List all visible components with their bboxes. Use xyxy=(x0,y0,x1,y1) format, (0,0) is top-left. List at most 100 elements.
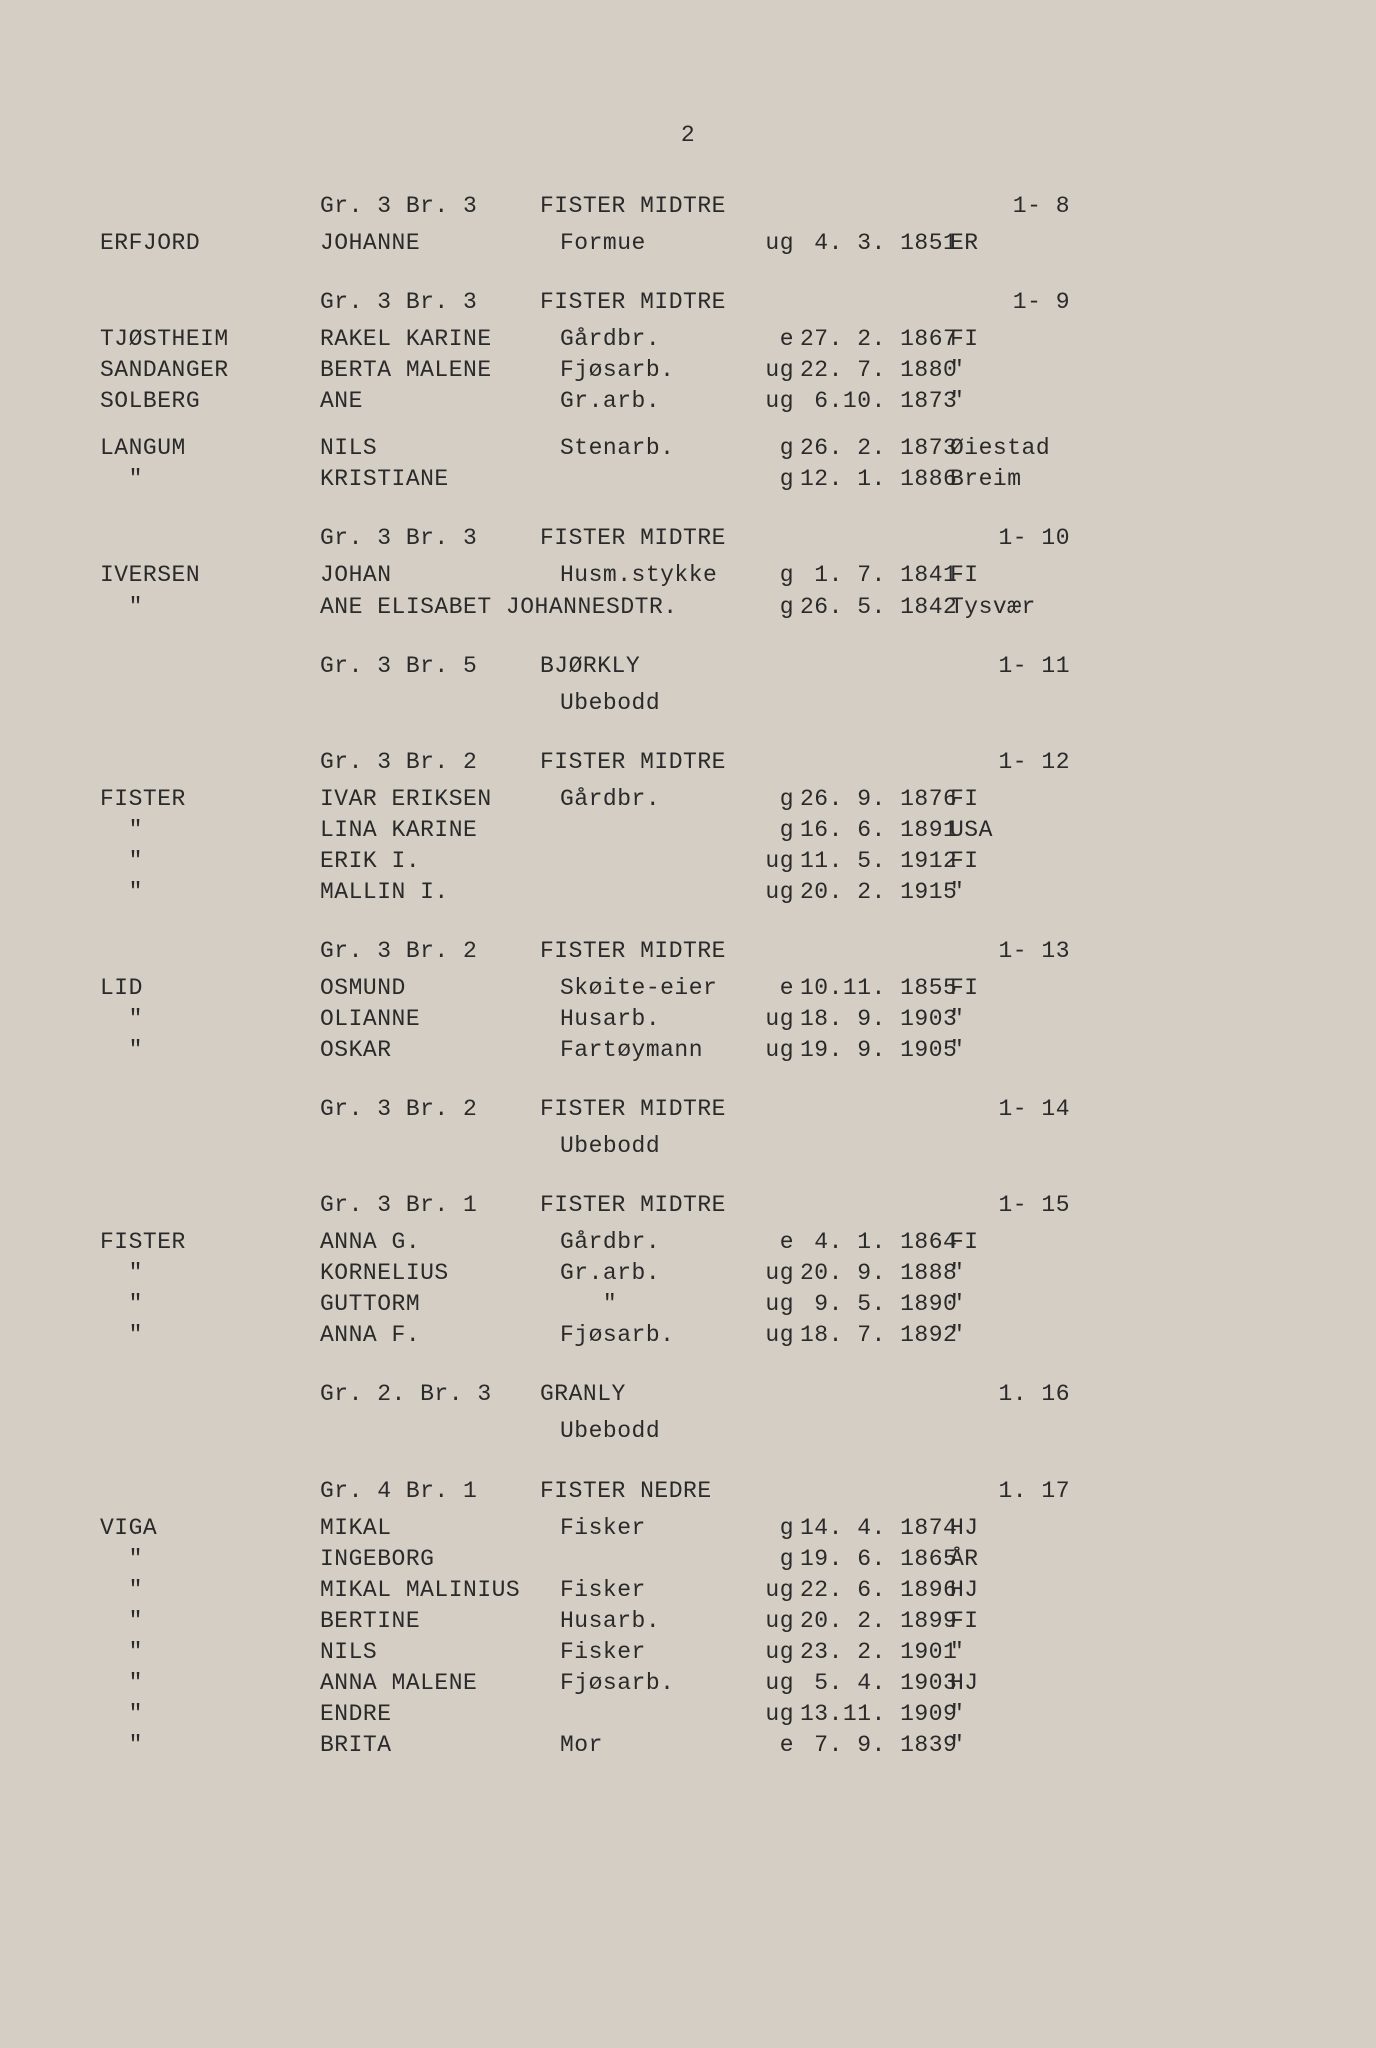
person-surname: VIGA xyxy=(100,1513,320,1544)
person-status: e xyxy=(750,1730,800,1761)
person-surname: " xyxy=(100,877,320,908)
person-place: " xyxy=(950,386,1120,417)
person-occupation xyxy=(560,877,750,908)
person-date: 7. 9. 1839 xyxy=(800,1730,950,1761)
person-occupation xyxy=(560,1544,750,1575)
farm-ref: 1- 11 xyxy=(900,651,1100,682)
person-occupation: Gårdbr. xyxy=(560,1227,750,1258)
person-given: ANNA MALENE xyxy=(320,1668,560,1699)
person-row: "ENDREug13.11. 1909" xyxy=(100,1699,1276,1730)
farm-ref: 1- 14 xyxy=(900,1094,1100,1125)
person-date: 13.11. 1909 xyxy=(800,1699,950,1730)
farm-name: FISTER MIDTRE xyxy=(540,523,900,554)
person-place: HJ xyxy=(950,1668,1120,1699)
person-given: OLIANNE xyxy=(320,1004,560,1035)
farm-grbr: Gr. 3 Br. 3 xyxy=(320,287,540,318)
person-status: ug xyxy=(750,846,800,877)
person-status: g xyxy=(750,815,800,846)
person-surname: " xyxy=(100,1544,320,1575)
person-status: ug xyxy=(750,877,800,908)
person-occupation: Formue xyxy=(560,228,750,259)
person-place: FI xyxy=(950,846,1120,877)
farm-name: FISTER MIDTRE xyxy=(540,936,900,967)
person-status: ug xyxy=(750,355,800,386)
farm-name: FISTER MIDTRE xyxy=(540,1190,900,1221)
person-place: FI xyxy=(950,1227,1120,1258)
person-given: INGEBORG xyxy=(320,1544,560,1575)
person-occupation: Husarb. xyxy=(560,1004,750,1035)
person-place: FI xyxy=(950,1606,1120,1637)
person-occupation: Fjøsarb. xyxy=(560,1320,750,1351)
person-given: ERIK I. xyxy=(320,846,560,877)
section-header: Gr. 3 Br. 3FISTER MIDTRE1- 8 xyxy=(100,191,1276,222)
person-given: BERTINE xyxy=(320,1606,560,1637)
person-surname: " xyxy=(100,1035,320,1066)
person-date: 20. 2. 1899 xyxy=(800,1606,950,1637)
person-status: g xyxy=(750,560,800,591)
person-status: g xyxy=(750,1544,800,1575)
person-date: 4. 3. 1851 xyxy=(800,228,950,259)
person-surname: FISTER xyxy=(100,1227,320,1258)
person-row: "INGEBORGg19. 6. 1865ÅR xyxy=(100,1544,1276,1575)
person-surname: IVERSEN xyxy=(100,560,320,591)
person-status: g xyxy=(750,433,800,464)
person-place: " xyxy=(950,355,1120,386)
person-place: " xyxy=(950,1258,1120,1289)
person-occupation xyxy=(560,592,750,623)
uninhabited-label: Ubebodd xyxy=(560,1131,1276,1162)
person-date: 22. 6. 1896 xyxy=(800,1575,950,1606)
person-occupation: Fisker xyxy=(560,1513,750,1544)
person-occupation: Fartøymann xyxy=(560,1035,750,1066)
person-occupation: Mor xyxy=(560,1730,750,1761)
person-row: "BERTINEHusarb.ug20. 2. 1899FI xyxy=(100,1606,1276,1637)
person-status: ug xyxy=(750,1606,800,1637)
person-row: "NILSFiskerug23. 2. 1901" xyxy=(100,1637,1276,1668)
person-surname: " xyxy=(100,1289,320,1320)
person-place: " xyxy=(950,1004,1120,1035)
person-given: ANE ELISABET JOHANNESDTR. xyxy=(320,592,560,623)
section-header: Gr. 3 Br. 5BJØRKLY1- 11 xyxy=(100,651,1276,682)
person-place: ÅR xyxy=(950,1544,1120,1575)
person-status: ug xyxy=(750,228,800,259)
person-row: LANGUMNILSStenarb.g26. 2. 1873Øiestad xyxy=(100,433,1276,464)
person-row: FISTERIVAR ERIKSENGårdbr.g26. 9. 1876FI xyxy=(100,784,1276,815)
person-status: ug xyxy=(750,1004,800,1035)
person-surname: ERFJORD xyxy=(100,228,320,259)
person-status: g xyxy=(750,464,800,495)
document-page: 2 Gr. 3 Br. 3FISTER MIDTRE1- 8ERFJORDJOH… xyxy=(0,0,1376,2048)
person-given: IVAR ERIKSEN xyxy=(320,784,560,815)
person-row: "LINA KARINEg16. 6. 1891USA xyxy=(100,815,1276,846)
person-occupation: Fisker xyxy=(560,1637,750,1668)
person-place: " xyxy=(950,1699,1120,1730)
spacer xyxy=(100,417,1276,433)
farm-ref: 1- 9 xyxy=(900,287,1100,318)
person-given: JOHAN xyxy=(320,560,560,591)
person-occupation: Fjøsarb. xyxy=(560,355,750,386)
person-row: FISTERANNA G.Gårdbr.e 4. 1. 1864FI xyxy=(100,1227,1276,1258)
farm-name: FISTER MIDTRE xyxy=(540,287,900,318)
person-occupation: Husm.stykke xyxy=(560,560,750,591)
person-row: SANDANGERBERTA MALENEFjøsarb.ug22. 7. 18… xyxy=(100,355,1276,386)
person-row: "ANNA MALENEFjøsarb.ug 5. 4. 1903HJ xyxy=(100,1668,1276,1699)
person-row: "MIKAL MALINIUSFiskerug22. 6. 1896HJ xyxy=(100,1575,1276,1606)
person-occupation: " xyxy=(560,1289,750,1320)
person-occupation: Gårdbr. xyxy=(560,324,750,355)
person-given: OSKAR xyxy=(320,1035,560,1066)
person-surname: " xyxy=(100,1004,320,1035)
person-surname: " xyxy=(100,1668,320,1699)
farm-grbr: Gr. 3 Br. 2 xyxy=(320,1094,540,1125)
person-status: e xyxy=(750,973,800,1004)
person-occupation: Gr.arb. xyxy=(560,1258,750,1289)
person-row: LIDOSMUNDSkøite-eiere10.11. 1855FI xyxy=(100,973,1276,1004)
person-row: TJØSTHEIMRAKEL KARINEGårdbr.e27. 2. 1867… xyxy=(100,324,1276,355)
farm-ref: 1- 12 xyxy=(900,747,1100,778)
farm-grbr: Gr. 3 Br. 2 xyxy=(320,936,540,967)
section-header: Gr. 3 Br. 1FISTER MIDTRE1- 15 xyxy=(100,1190,1276,1221)
person-surname: TJØSTHEIM xyxy=(100,324,320,355)
person-date: 11. 5. 1912 xyxy=(800,846,950,877)
farm-grbr: Gr. 3 Br. 5 xyxy=(320,651,540,682)
person-given: MALLIN I. xyxy=(320,877,560,908)
farm-ref: 1- 10 xyxy=(900,523,1100,554)
person-surname: SANDANGER xyxy=(100,355,320,386)
farm-grbr: Gr. 3 Br. 3 xyxy=(320,523,540,554)
